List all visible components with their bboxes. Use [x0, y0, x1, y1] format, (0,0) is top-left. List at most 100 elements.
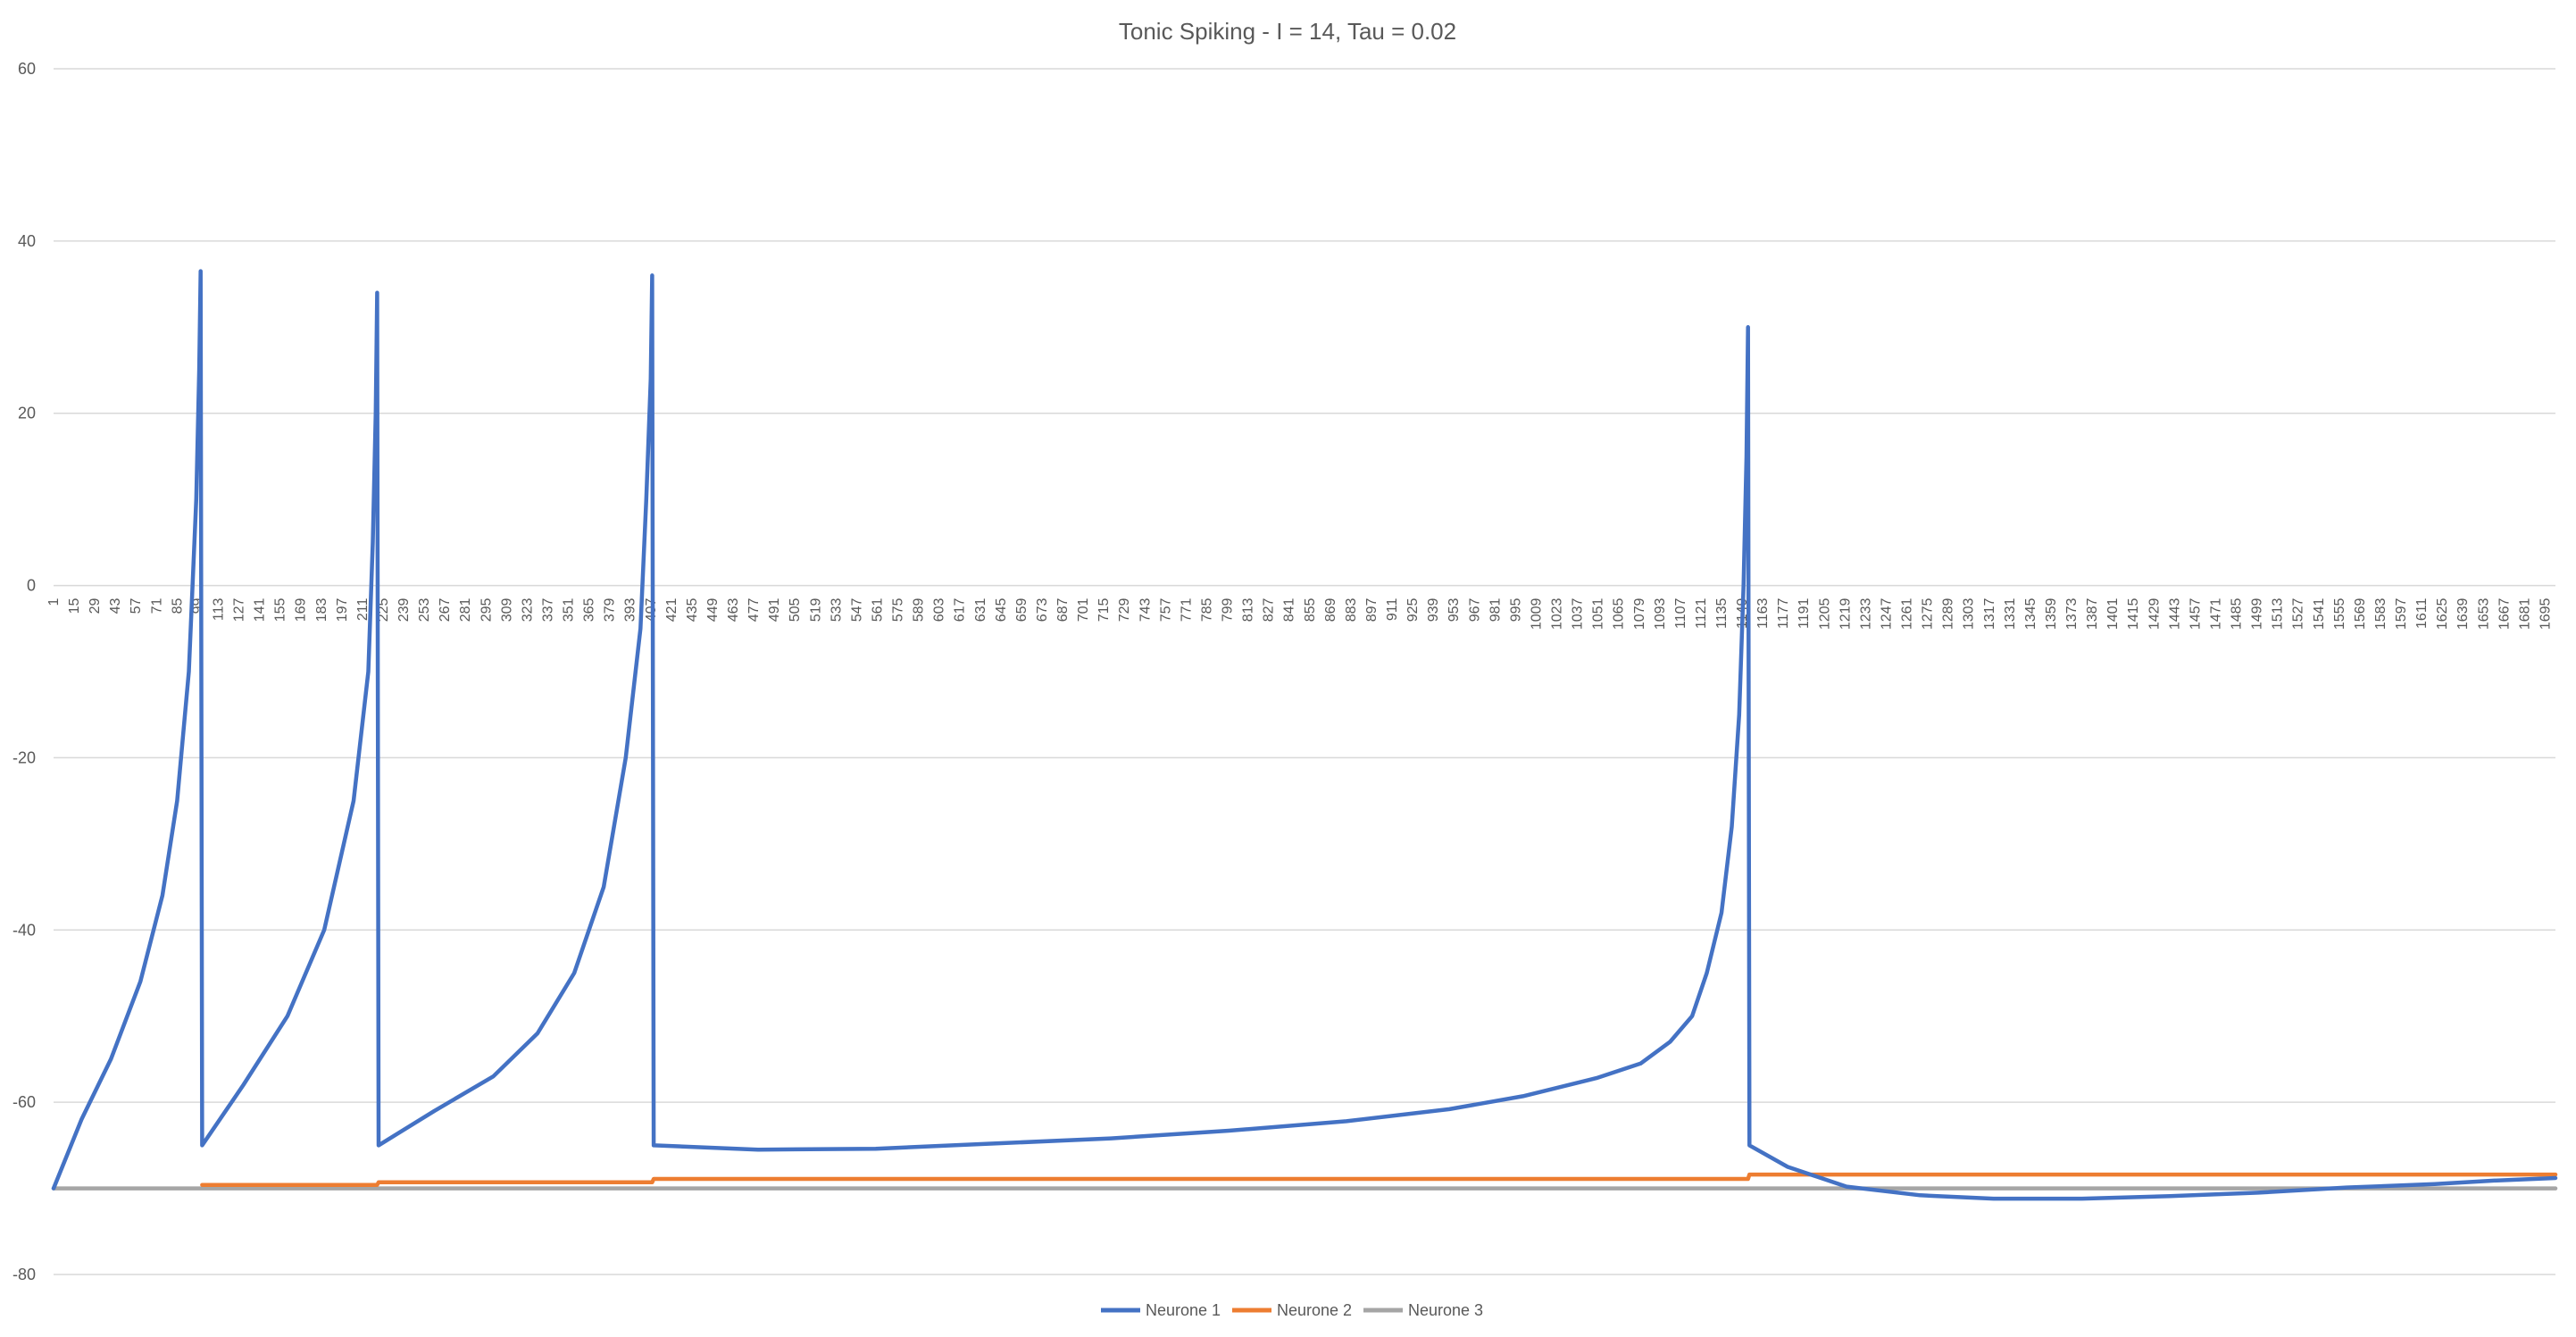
x-tick-label: 1583: [2373, 597, 2388, 630]
x-tick-label: 645: [994, 597, 1009, 622]
x-tick-label: 1261: [1900, 597, 1915, 630]
x-tick-label: 1401: [2105, 597, 2121, 630]
x-tick-label: 589: [912, 597, 927, 622]
x-tick-label: 743: [1138, 597, 1153, 622]
series-line-neurone-2: [200, 1172, 2558, 1187]
x-tick-label: 1625: [2435, 597, 2450, 630]
x-tick-label: 1275: [1921, 597, 1936, 630]
x-tick-label: 533: [829, 597, 844, 622]
x-tick-label: 1513: [2271, 597, 2286, 630]
x-tick-label: 1051: [1591, 597, 1606, 630]
x-tick-label: 477: [746, 597, 762, 622]
x-tick-label: 1247: [1879, 597, 1894, 630]
x-tick-label: 1107: [1673, 597, 1688, 629]
x-tick-label: 1429: [2147, 597, 2162, 630]
x-tick-label: 421: [664, 597, 679, 622]
x-tick-label: 1037: [1571, 597, 1586, 630]
x-tick-label: 1093: [1653, 597, 1668, 630]
x-tick-label: 715: [1096, 597, 1112, 622]
gridlines: [54, 68, 2555, 1275]
x-tick-label: 575: [891, 597, 906, 622]
x-tick-label: 953: [1446, 597, 1462, 622]
x-tick-label: 1289: [1941, 597, 1956, 630]
x-tick-label: 561: [870, 597, 885, 622]
y-axis-tick-labels: 60 40 20 0 -20 -40 -60 -80: [13, 60, 36, 1283]
x-tick-label: 1023: [1550, 597, 1565, 630]
x-tick-label: 29: [88, 597, 103, 614]
x-tick-label: 491: [767, 597, 782, 622]
x-tick-label: 925: [1405, 597, 1421, 622]
x-tick-label: 1415: [2126, 597, 2141, 630]
x-tick-label: 1471: [2208, 597, 2223, 630]
chart-title: Tonic Spiking - I = 14, Tau = 0.02: [1119, 18, 1456, 45]
x-tick-label: 981: [1488, 597, 1503, 622]
x-tick-label: 1009: [1529, 597, 1544, 630]
x-tick-label: 1177: [1776, 597, 1791, 629]
x-tick-label: 813: [1241, 597, 1256, 622]
x-tick-label: 757: [1158, 597, 1173, 622]
x-tick-label: 253: [417, 597, 432, 622]
x-tick-label: 323: [520, 597, 535, 622]
x-tick-label: 351: [562, 597, 577, 622]
x-tick-label: 295: [479, 597, 494, 622]
x-tick-label: 897: [1364, 597, 1380, 622]
x-tick-label: 1681: [2517, 597, 2532, 630]
x-tick-label: 141: [253, 597, 268, 622]
x-tick-label: 15: [67, 597, 82, 614]
x-tick-label: 71: [149, 597, 164, 614]
x-tick-label: 1443: [2167, 597, 2182, 630]
x-tick-label: 1373: [2064, 597, 2080, 630]
x-tick-label: 869: [1323, 597, 1338, 622]
x-tick-label: 1205: [1817, 597, 1832, 630]
x-tick-label: 1219: [1838, 597, 1853, 630]
x-tick-label: 785: [1199, 597, 1214, 622]
x-tick-label: 1667: [2497, 597, 2512, 630]
x-tick-label: 197: [335, 597, 350, 622]
series-line-neurone-1: [51, 269, 2558, 1201]
x-tick-label: 603: [932, 597, 947, 622]
y-tick-label: -80: [13, 1266, 36, 1283]
x-tick-label: 673: [1035, 597, 1050, 622]
x-tick-label: 267: [438, 597, 453, 622]
x-tick-label: 337: [540, 597, 555, 622]
x-tick-label: 519: [808, 597, 823, 622]
x-tick-label: 1135: [1714, 597, 1730, 629]
x-tick-label: 1555: [2332, 597, 2347, 630]
x-tick-label: 57: [129, 597, 144, 614]
x-tick-label: 1695: [2538, 597, 2553, 630]
y-tick-label: -60: [13, 1093, 36, 1111]
x-tick-label: 43: [108, 597, 123, 614]
x-tick-label: 1317: [1982, 597, 1997, 630]
x-tick-label: 1359: [2044, 597, 2059, 630]
x-tick-label: 379: [603, 597, 618, 622]
x-tick-label: 1: [46, 597, 62, 606]
x-tick-label: 113: [211, 597, 226, 621]
x-tick-label: 1387: [2085, 597, 2100, 630]
x-tick-label: 939: [1426, 597, 1441, 622]
x-tick-label: 155: [273, 597, 288, 622]
y-tick-label: 40: [18, 232, 36, 250]
x-tick-label: 1121: [1694, 597, 1709, 629]
y-tick-label: -40: [13, 921, 36, 939]
x-tick-label: 239: [396, 597, 412, 622]
x-tick-label: 309: [499, 597, 514, 622]
legend-neurone-2-label: Neurone 2: [1277, 1301, 1352, 1319]
x-tick-label: 463: [726, 597, 741, 622]
x-tick-label: 393: [623, 597, 638, 622]
x-tick-label: 1639: [2455, 597, 2471, 630]
x-tick-label: 883: [1344, 597, 1359, 622]
x-tick-label: 617: [953, 597, 968, 622]
x-tick-label: 1653: [2476, 597, 2491, 630]
x-tick-label: 659: [1014, 597, 1030, 622]
x-tick-label: 631: [973, 597, 988, 622]
x-tick-label: 1527: [2291, 597, 2306, 630]
x-tick-label: 1065: [1612, 597, 1627, 630]
x-tick-label: 1079: [1632, 597, 1647, 630]
x-tick-label: 281: [458, 597, 473, 622]
x-tick-label: 729: [1117, 597, 1132, 622]
y-tick-label: 20: [18, 405, 36, 422]
x-tick-label: 1233: [1858, 597, 1873, 630]
legend-neurone-1-label: Neurone 1: [1146, 1301, 1221, 1319]
